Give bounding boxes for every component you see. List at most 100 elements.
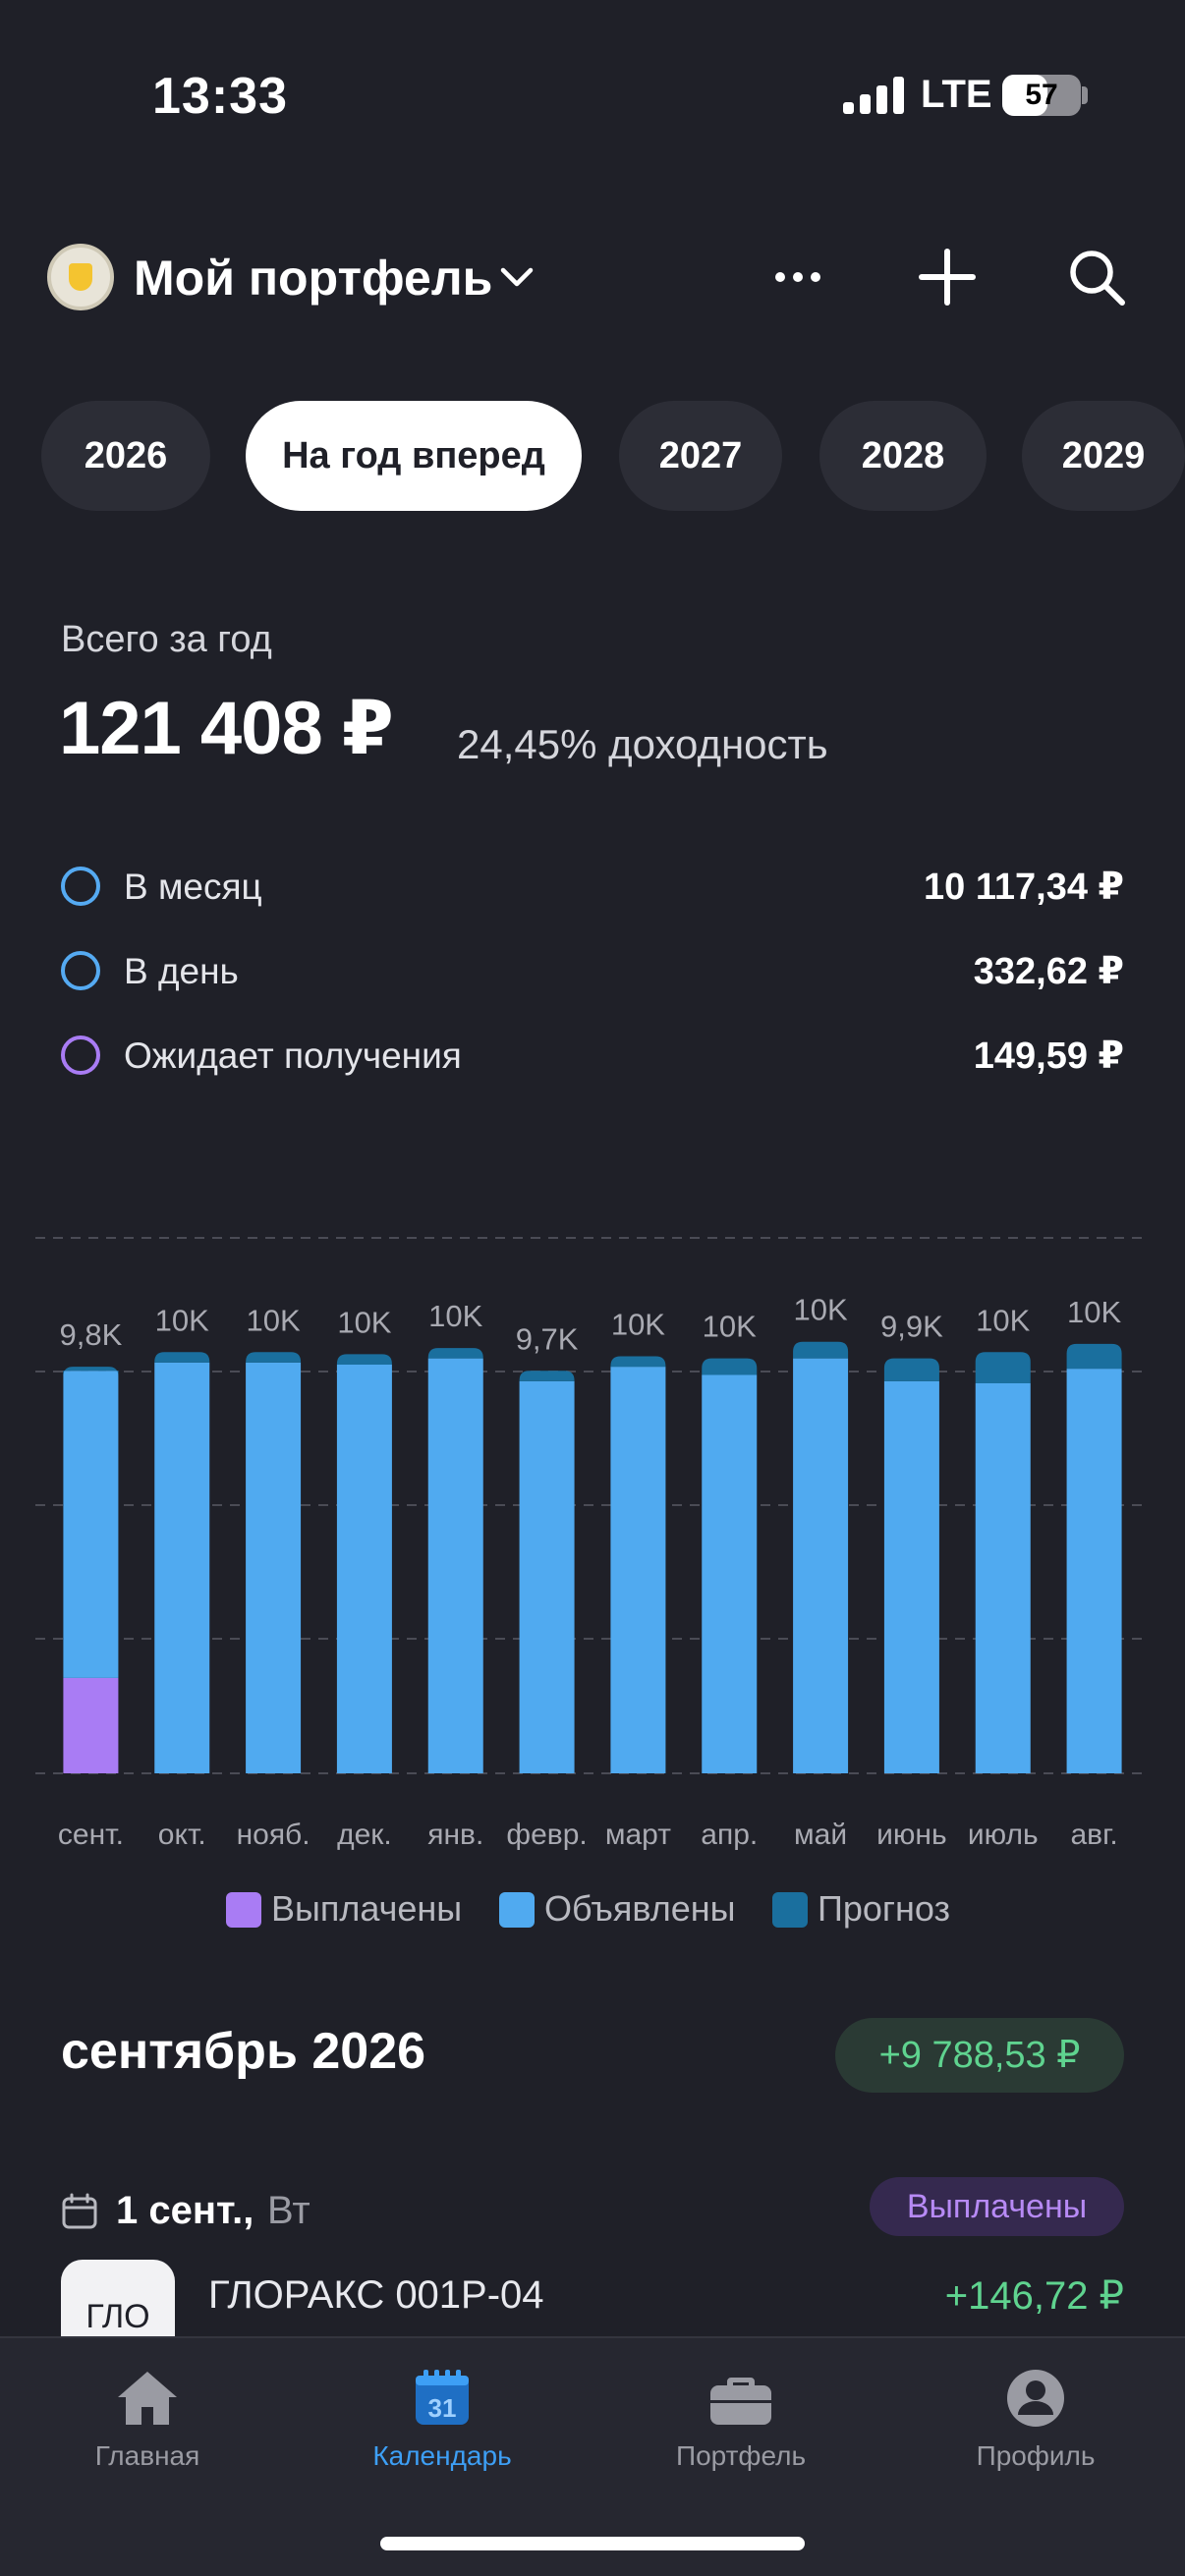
security-name: ГЛОРАКС 001Р-04 xyxy=(208,2273,544,2317)
search-icon[interactable] xyxy=(1065,246,1128,308)
briefcase-icon xyxy=(710,2378,771,2425)
legend-swatch xyxy=(226,1892,261,1928)
stat-row-pending: Ожидает получения 149,59 ₽ xyxy=(61,1026,1124,1085)
stat-dot-icon xyxy=(61,951,100,990)
bar-value-label: 10K xyxy=(428,1299,482,1333)
tab-2027[interactable]: 2027 xyxy=(619,401,782,511)
bar-value-label: 9,8K xyxy=(60,1317,123,1352)
tab-label: Портфель xyxy=(675,2440,807,2471)
legend-item-paid: Выплачены xyxy=(226,1878,481,1937)
bar-segment xyxy=(427,1348,483,1359)
bar-value-label: 10K xyxy=(246,1303,300,1337)
bar-segment xyxy=(1066,1343,1122,1370)
legend-swatch xyxy=(499,1892,535,1928)
tab-year-ahead[interactable]: На год вперед xyxy=(246,401,582,511)
bar-segment xyxy=(793,1341,849,1359)
battery-percent: 57 xyxy=(1025,79,1058,111)
tab-profile[interactable]: Профиль xyxy=(918,2368,1154,2505)
year-tabs: 2026 На год вперед 2027 2028 2029 xyxy=(0,401,1185,511)
battery-tip xyxy=(1082,86,1088,104)
bar-segment xyxy=(702,1374,758,1773)
bar-value-label: 9,7K xyxy=(516,1321,579,1356)
x-tick-label: март xyxy=(605,1819,671,1851)
stat-value: 10 117,34 ₽ xyxy=(924,867,1124,908)
x-tick-label: янв. xyxy=(427,1819,483,1851)
bar-segment xyxy=(246,1352,302,1363)
stat-dot-icon xyxy=(61,867,100,906)
stat-label: Ожидает получения xyxy=(124,1036,462,1076)
chevron-down-icon[interactable] xyxy=(497,257,536,297)
bar-value-label: 10K xyxy=(337,1305,391,1339)
bar-segment xyxy=(883,1358,939,1381)
bar-segment xyxy=(975,1352,1031,1383)
bar-value-label: 10K xyxy=(976,1303,1030,1337)
battery-icon: 57 xyxy=(1002,75,1081,116)
tab-home[interactable]: Главная xyxy=(29,2368,265,2505)
tab-calendar[interactable]: 31 Календарь xyxy=(324,2368,560,2505)
security-amount: +146,72 ₽ xyxy=(944,2274,1124,2318)
bar-segment xyxy=(63,1677,119,1773)
stat-value: 149,59 ₽ xyxy=(973,1036,1124,1077)
legend-label: Прогноз xyxy=(818,1888,951,1929)
calendar-icon: 31 xyxy=(416,2370,469,2425)
tab-bar: Главная 31 Календарь Портфель Профиль xyxy=(0,2336,1185,2576)
bar-value-label: 10K xyxy=(1067,1295,1121,1329)
tab-2026[interactable]: 2026 xyxy=(41,401,210,511)
signal-icon xyxy=(843,77,906,114)
more-icon[interactable] xyxy=(766,246,829,308)
x-tick-label: июль xyxy=(968,1819,1039,1851)
tab-2028[interactable]: 2028 xyxy=(819,401,987,511)
legend-swatch xyxy=(772,1892,808,1928)
x-tick-label: нояб. xyxy=(237,1819,310,1851)
x-tick-label: апр. xyxy=(701,1819,758,1851)
bar-segment xyxy=(610,1356,666,1368)
total-label: Всего за год xyxy=(61,619,272,660)
bar-segment xyxy=(610,1367,666,1773)
bar-segment xyxy=(519,1380,575,1773)
tab-2029[interactable]: 2029 xyxy=(1022,401,1185,511)
bar-segment xyxy=(246,1362,302,1773)
x-tick-label: февр. xyxy=(506,1819,587,1851)
tab-label: Главная xyxy=(94,2440,200,2471)
stat-row-month: В месяц 10 117,34 ₽ xyxy=(61,857,1124,916)
x-tick-label: окт. xyxy=(158,1819,206,1851)
home-icon xyxy=(118,2372,177,2425)
legend-label: Выплачены xyxy=(271,1888,463,1929)
bar-segment xyxy=(63,1371,119,1678)
tab-label: Профиль xyxy=(976,2440,1096,2471)
bar-value-label: 10K xyxy=(703,1310,757,1344)
bar-segment xyxy=(154,1362,210,1773)
battery-fill xyxy=(1002,75,1047,116)
x-tick-label: сент. xyxy=(58,1819,124,1851)
bar-segment xyxy=(427,1358,483,1773)
stat-value: 332,62 ₽ xyxy=(973,951,1124,992)
tab-portfolio[interactable]: Портфель xyxy=(623,2368,859,2505)
stat-label: В день xyxy=(124,951,239,991)
status-badge: Выплачены xyxy=(870,2177,1124,2236)
yield-text: 24,45% доходность xyxy=(457,721,828,767)
legend-label: Объявлены xyxy=(544,1888,736,1929)
bar-segment xyxy=(702,1358,758,1375)
stat-dot-icon xyxy=(61,1036,100,1075)
portfolio-header: Мой портфель xyxy=(0,226,1185,324)
portfolio-logo[interactable] xyxy=(47,244,114,310)
bar-segment xyxy=(1066,1369,1122,1773)
x-tick-label: авг. xyxy=(1070,1819,1117,1851)
x-tick-label: июнь xyxy=(876,1819,946,1851)
month-title: сентябрь 2026 xyxy=(61,2023,426,2080)
day-weekday: Вт xyxy=(267,2189,310,2232)
bar-value-label: 9,9K xyxy=(880,1310,943,1344)
total-amount: 121 408 ₽ xyxy=(59,687,394,770)
bar-segment xyxy=(336,1364,392,1773)
bar-value-label: 10K xyxy=(793,1293,847,1327)
legend-item-forecast: Прогноз xyxy=(772,1878,988,1937)
bar-segment xyxy=(154,1352,210,1363)
day-header: 1 сент., Вт xyxy=(61,2183,1124,2242)
portfolio-title[interactable]: Мой портфель xyxy=(134,251,493,306)
plus-icon[interactable] xyxy=(916,246,979,308)
chart-legend: Выплачены Объявлены Прогноз xyxy=(0,1878,1185,1937)
day-date: 1 сент., xyxy=(116,2189,254,2232)
tab-label: Календарь xyxy=(372,2440,512,2471)
profile-icon xyxy=(1007,2370,1064,2427)
bar-segment xyxy=(793,1358,849,1773)
